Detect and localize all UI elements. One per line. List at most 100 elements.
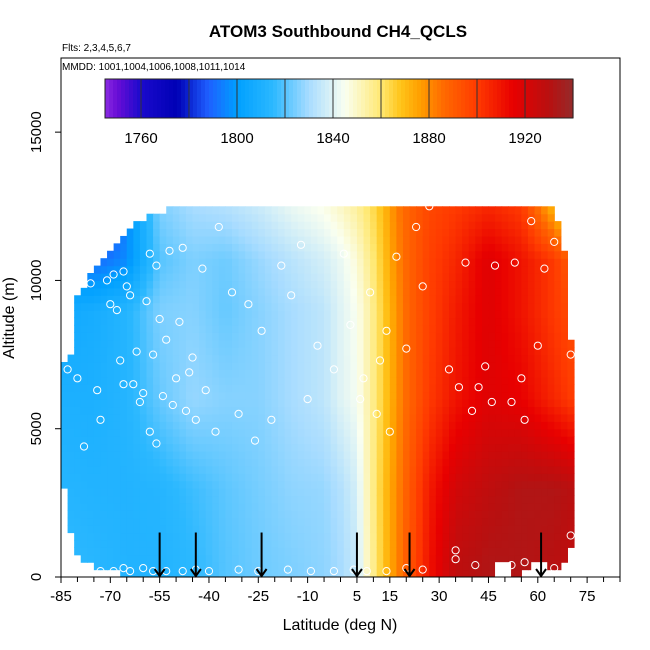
heatmap-cell	[554, 547, 562, 556]
heatmap-cell	[126, 228, 134, 237]
heatmap-cell	[199, 488, 207, 497]
heatmap-cell	[113, 332, 121, 341]
heatmap-cell	[205, 525, 213, 534]
heatmap-cell	[547, 302, 555, 311]
observation-point	[454, 383, 463, 392]
observation-point	[96, 567, 105, 576]
heatmap-cell	[179, 221, 187, 230]
heatmap-cell	[343, 569, 351, 577]
colorbar-segment	[417, 79, 422, 118]
heatmap-cell	[495, 473, 503, 482]
heatmap-cell	[67, 399, 75, 408]
heatmap-cell	[225, 228, 233, 237]
heatmap-cell	[547, 295, 555, 304]
heatmap-cell	[317, 406, 325, 415]
heatmap-cell	[139, 369, 148, 378]
heatmap-cell	[462, 458, 470, 467]
heatmap-cell	[409, 480, 417, 489]
heatmap-cell	[468, 361, 476, 370]
heatmap-cell	[74, 369, 82, 378]
heatmap-cell	[350, 213, 358, 222]
heatmap-cell	[475, 473, 483, 482]
heatmap-cell	[238, 273, 246, 282]
heatmap-cell	[251, 421, 259, 430]
heatmap-cell	[225, 324, 233, 333]
heatmap-cell	[205, 339, 213, 348]
heatmap-cell	[245, 280, 253, 289]
heatmap-cell	[508, 361, 516, 370]
heatmap-cell	[547, 324, 555, 333]
heatmap-cell	[534, 369, 542, 378]
heatmap-cell	[337, 465, 345, 474]
heatmap-cell	[495, 547, 503, 556]
heatmap-cell	[317, 310, 325, 319]
observation-point	[204, 567, 214, 576]
heatmap-cell	[468, 258, 476, 267]
heatmap-cell	[370, 473, 378, 482]
heatmap-cell	[317, 473, 325, 482]
heatmap-cell	[370, 310, 378, 319]
heatmap-cell	[304, 265, 312, 274]
heatmap-cell	[225, 488, 233, 497]
heatmap-cell	[343, 465, 351, 474]
heatmap-cell	[74, 488, 82, 497]
heatmap-cell	[297, 369, 305, 378]
heatmap-cell	[429, 436, 437, 445]
heatmap-cell	[337, 265, 345, 274]
heatmap-cell	[527, 532, 536, 541]
heatmap-cell	[297, 206, 305, 215]
heatmap-cell	[245, 376, 253, 385]
heatmap-cell	[284, 525, 292, 534]
heatmap-cell	[310, 243, 319, 252]
heatmap-cell	[126, 324, 134, 333]
heatmap-cell	[179, 287, 187, 296]
heatmap-cell	[126, 332, 134, 341]
heatmap-cell	[278, 465, 286, 474]
heatmap-cell	[527, 547, 536, 556]
heatmap-cell	[291, 295, 299, 304]
heatmap-cell	[245, 495, 253, 504]
heatmap-cell	[330, 480, 338, 489]
heatmap-cell	[462, 265, 470, 274]
heatmap-cell	[376, 406, 384, 415]
heatmap-cell	[475, 502, 483, 511]
heatmap-cell	[271, 295, 279, 304]
heatmap-cell	[383, 406, 391, 415]
heatmap-cell	[113, 465, 121, 474]
heatmap-cell	[166, 376, 174, 385]
heatmap-cell	[554, 421, 562, 430]
y-tick-label: 10000	[28, 260, 45, 302]
heatmap-cell	[317, 258, 325, 267]
heatmap-cell	[179, 488, 187, 497]
heatmap-cell	[74, 324, 82, 333]
heatmap-cell	[343, 413, 351, 422]
observation-point	[126, 291, 135, 300]
heatmap-cell	[126, 480, 134, 489]
heatmap-cell	[376, 532, 384, 541]
heatmap-cell	[120, 480, 128, 489]
heatmap-cell	[61, 473, 69, 482]
heatmap-cell	[100, 458, 108, 467]
heatmap-cell	[435, 310, 444, 319]
heatmap-cell	[442, 213, 450, 222]
heatmap-cell	[521, 354, 529, 363]
heatmap-cell	[205, 539, 213, 548]
heatmap-cell	[527, 539, 536, 548]
heatmap-cell	[383, 391, 391, 400]
heatmap-cell	[356, 406, 365, 415]
heatmap-cell	[284, 324, 292, 333]
heatmap-cell	[107, 332, 115, 341]
heatmap-cell	[291, 510, 299, 519]
observation-point	[359, 374, 368, 383]
heatmap-cell	[402, 562, 411, 571]
heatmap-cell	[93, 399, 102, 408]
heatmap-cell	[567, 488, 575, 497]
heatmap-cell	[442, 302, 450, 311]
heatmap-cell	[383, 250, 391, 259]
observation-point	[83, 564, 92, 573]
heatmap-cell	[396, 525, 404, 534]
heatmap-cell	[343, 495, 351, 504]
heatmap-cell	[324, 347, 332, 356]
heatmap-cell	[547, 406, 555, 415]
heatmap-cell	[291, 354, 299, 363]
